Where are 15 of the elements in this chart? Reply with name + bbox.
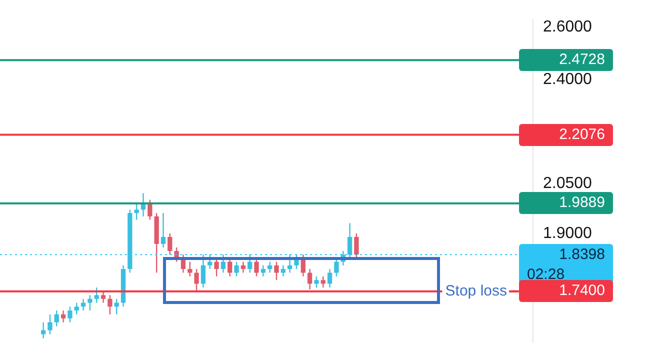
ref-line-label: 2.4728 [558,50,605,70]
price-tag: 2.2076 [519,124,613,146]
y-tick-label: 2.6000 [543,18,592,36]
y-tick-label: 2.4000 [543,71,592,88]
price-tag: 1.9889 [519,192,613,214]
price-tag: 2.4728 [519,49,613,72]
price-tag: 1.8398 02:28 [519,244,613,284]
y-tick-label: 1.9000 [543,224,592,242]
ref-line-label: 2.2076 [558,124,605,145]
ref-line-label: 1.7400 [558,281,605,302]
annotation: Stop loss [445,282,507,300]
y-tick-label: 2.0500 [543,174,592,192]
ref-line-label: 1.8398 [558,244,605,265]
price-tag: 1.7400 [519,280,613,302]
ref-line-label: 1.9889 [558,193,605,214]
